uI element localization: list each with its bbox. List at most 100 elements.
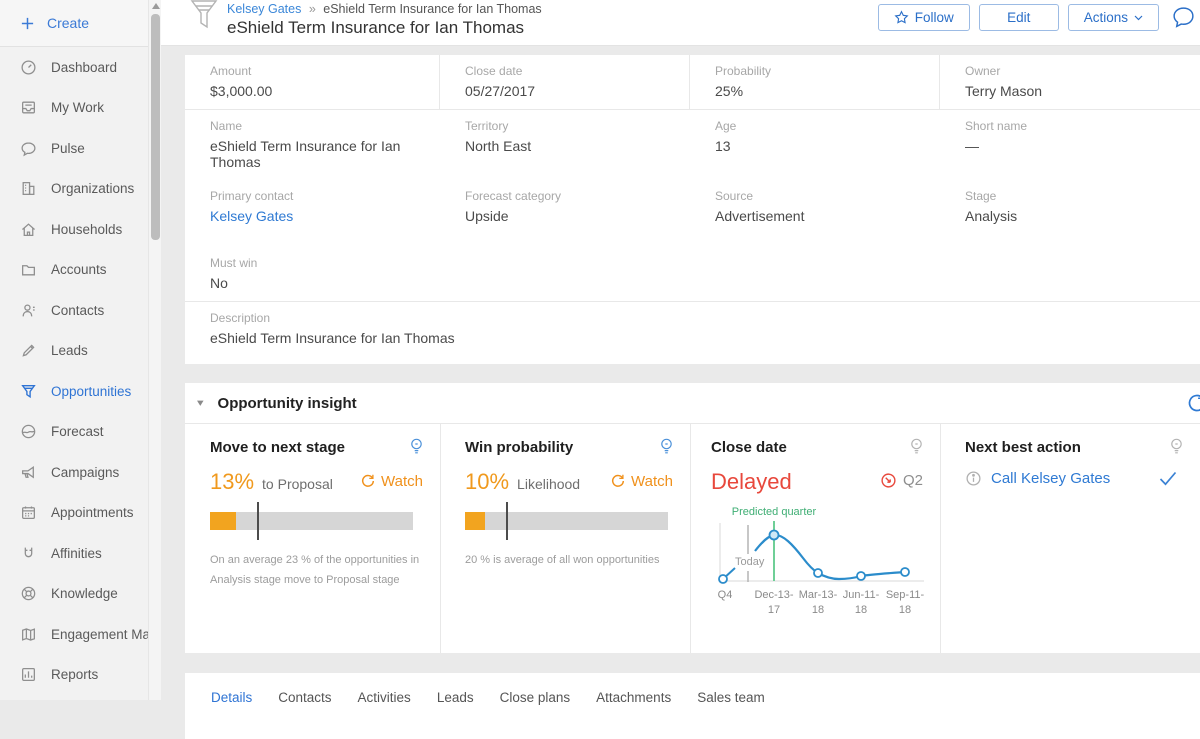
sidebar-item-organizations[interactable]: Organizations	[0, 169, 148, 210]
sidebar-item-label: Knowledge	[51, 586, 118, 602]
sidebar-item-contacts[interactable]: Contacts	[0, 290, 148, 331]
dashboard-icon	[21, 60, 36, 75]
insight-note: On an average 23 % of the opportunities …	[210, 554, 420, 586]
sidebar-item-my-work[interactable]: My Work	[0, 88, 148, 129]
sidebar-item-pulse[interactable]: Pulse	[0, 128, 148, 169]
sidebar-item-dashboard[interactable]: Dashboard	[0, 47, 148, 88]
contacts-icon	[22, 304, 35, 317]
chevron-down-icon	[1134, 15, 1143, 20]
edit-button[interactable]: Edit	[978, 4, 1059, 31]
refresh-icon[interactable]	[1186, 392, 1200, 414]
sidebar-item-label: Forecast	[51, 424, 104, 440]
scrollbar-thumb[interactable]	[151, 14, 160, 240]
sidebar-item-engagement-map[interactable]: Engagement Map	[0, 614, 158, 655]
breadcrumb-separator: »	[308, 2, 316, 16]
plus-icon	[21, 17, 34, 29]
main-content: Kelsey Gates » eShield Term Insurance fo…	[161, 0, 1200, 739]
record-tabs-panel: Details Contacts Activities Leads Close …	[185, 673, 1200, 739]
info-icon	[966, 471, 981, 486]
sidebar-item-knowledge[interactable]: Knowledge	[0, 574, 148, 615]
field-description: Description eShield Term Insurance for I…	[210, 311, 455, 346]
follow-button[interactable]: Follow	[877, 4, 970, 31]
watch-button[interactable]: Watch	[610, 473, 673, 490]
tab-leads[interactable]: Leads	[436, 690, 474, 705]
sidebar-item-affinities[interactable]: Affinities	[0, 533, 148, 574]
sidebar-item-forecast[interactable]: Forecast	[0, 412, 148, 453]
engagement-map-icon	[22, 628, 35, 641]
stage-move-progressbar	[210, 502, 413, 540]
field-must-win: Must win No	[210, 256, 258, 291]
sidebar-scrollbar[interactable]	[148, 0, 161, 700]
x-tick: Mar-13-	[799, 589, 838, 601]
next-action-link[interactable]: Call Kelsey Gates	[991, 470, 1111, 487]
breadcrumb-current: eShield Term Insurance for Ian Thomas	[323, 2, 542, 16]
sidebar-item-accounts[interactable]: Accounts	[0, 250, 148, 291]
sidebar-item-opportunities[interactable]: Opportunities	[0, 371, 148, 412]
sidebar-item-label: Opportunities	[51, 383, 132, 399]
create-button[interactable]: Create	[0, 0, 148, 47]
actions-button[interactable]: Actions	[1067, 4, 1159, 31]
sidebar-item-campaigns[interactable]: Campaigns	[0, 452, 148, 493]
leads-icon	[22, 344, 35, 357]
insight-card-move-to-next-stage: Move to next stage 13% to Proposal Watch	[185, 424, 440, 653]
reports-icon	[22, 668, 35, 682]
sidebar-item-label: Affinities	[51, 545, 102, 561]
opportunities-icon	[21, 384, 36, 398]
x-tick: Q4	[718, 589, 733, 601]
watch-button[interactable]: Watch	[360, 473, 423, 490]
complete-check-icon[interactable]	[1159, 471, 1177, 486]
predicted-quarter-badge: Q2	[902, 472, 923, 489]
predicted-quarter-label: Predicted quarter	[732, 506, 817, 518]
tab-activities[interactable]: Activities	[357, 690, 411, 705]
tab-details[interactable]: Details	[211, 690, 253, 705]
collapse-chevron-icon[interactable]: ▾	[197, 396, 204, 409]
tab-attachments[interactable]: Attachments	[596, 690, 672, 705]
knowledge-icon	[21, 586, 36, 601]
lightbulb-icon	[660, 438, 673, 456]
svg-text:18: 18	[899, 604, 911, 616]
appointments-icon	[22, 506, 35, 520]
average-marker	[505, 502, 508, 540]
tab-close-plans[interactable]: Close plans	[499, 690, 571, 705]
scrollbar-up-arrow[interactable]	[152, 3, 160, 9]
today-label: Today	[735, 556, 765, 568]
tab-sales-team[interactable]: Sales team	[697, 690, 765, 705]
tab-contacts[interactable]: Contacts	[278, 690, 332, 705]
field-name: Name eShield Term Insurance for Ian Thom…	[210, 119, 401, 170]
win-probability-progressbar	[465, 502, 668, 540]
section-title: Opportunity insight	[217, 394, 357, 412]
close-date-status: Delayed	[711, 469, 792, 494]
insight-card-next-best-action: Next best action Call Kelsey Gates	[940, 424, 1200, 653]
watch-icon	[612, 474, 625, 487]
field-close-date: Close date 05/27/2017	[440, 55, 690, 109]
sidebar-item-label: Appointments	[51, 505, 134, 521]
field-forecast-category: Forecast category Upside	[465, 189, 562, 224]
sidebar-item-reports[interactable]: Reports	[0, 655, 148, 696]
opportunity-funnel-icon	[190, 0, 218, 30]
x-tick: Jun-11-	[843, 589, 880, 601]
sidebar-item-leads[interactable]: Leads	[0, 331, 148, 372]
sidebar-item-label: Leads	[51, 343, 88, 359]
create-label: Create	[47, 15, 90, 31]
field-primary-contact: Primary contact Kelsey Gates	[185, 180, 440, 234]
households-icon	[22, 223, 35, 236]
field-source: Source Advertisement	[715, 189, 805, 224]
sidebar-item-label: My Work	[51, 100, 104, 116]
sidebar-item-label: Accounts	[51, 262, 107, 278]
close-date-chart: Predicted quarter Today Q4 Dec-13-	[711, 501, 925, 623]
win-probability-percent: 10%	[465, 469, 510, 494]
sidebar-item-appointments[interactable]: Appointments	[0, 493, 148, 534]
breadcrumb-parent-link[interactable]: Kelsey Gates	[227, 2, 302, 16]
lightbulb-icon	[410, 438, 423, 456]
watch-icon	[362, 474, 375, 487]
insight-card-close-date: Close date Delayed Q2	[690, 424, 940, 653]
sidebar-item-households[interactable]: Households	[0, 209, 148, 250]
primary-contact-link[interactable]: Kelsey Gates	[210, 208, 294, 224]
chat-bubble-icon[interactable]	[1171, 5, 1196, 30]
sidebar-item-label: Households	[51, 221, 123, 237]
pulse-icon	[21, 142, 36, 157]
opportunity-insight-section: ▾ Opportunity insight Move to next stage…	[185, 383, 1200, 653]
campaigns-icon	[22, 465, 34, 479]
accounts-icon	[22, 265, 35, 276]
record-detail-panel: Amount $3,000.00 Close date 05/27/2017 P…	[185, 55, 1200, 364]
